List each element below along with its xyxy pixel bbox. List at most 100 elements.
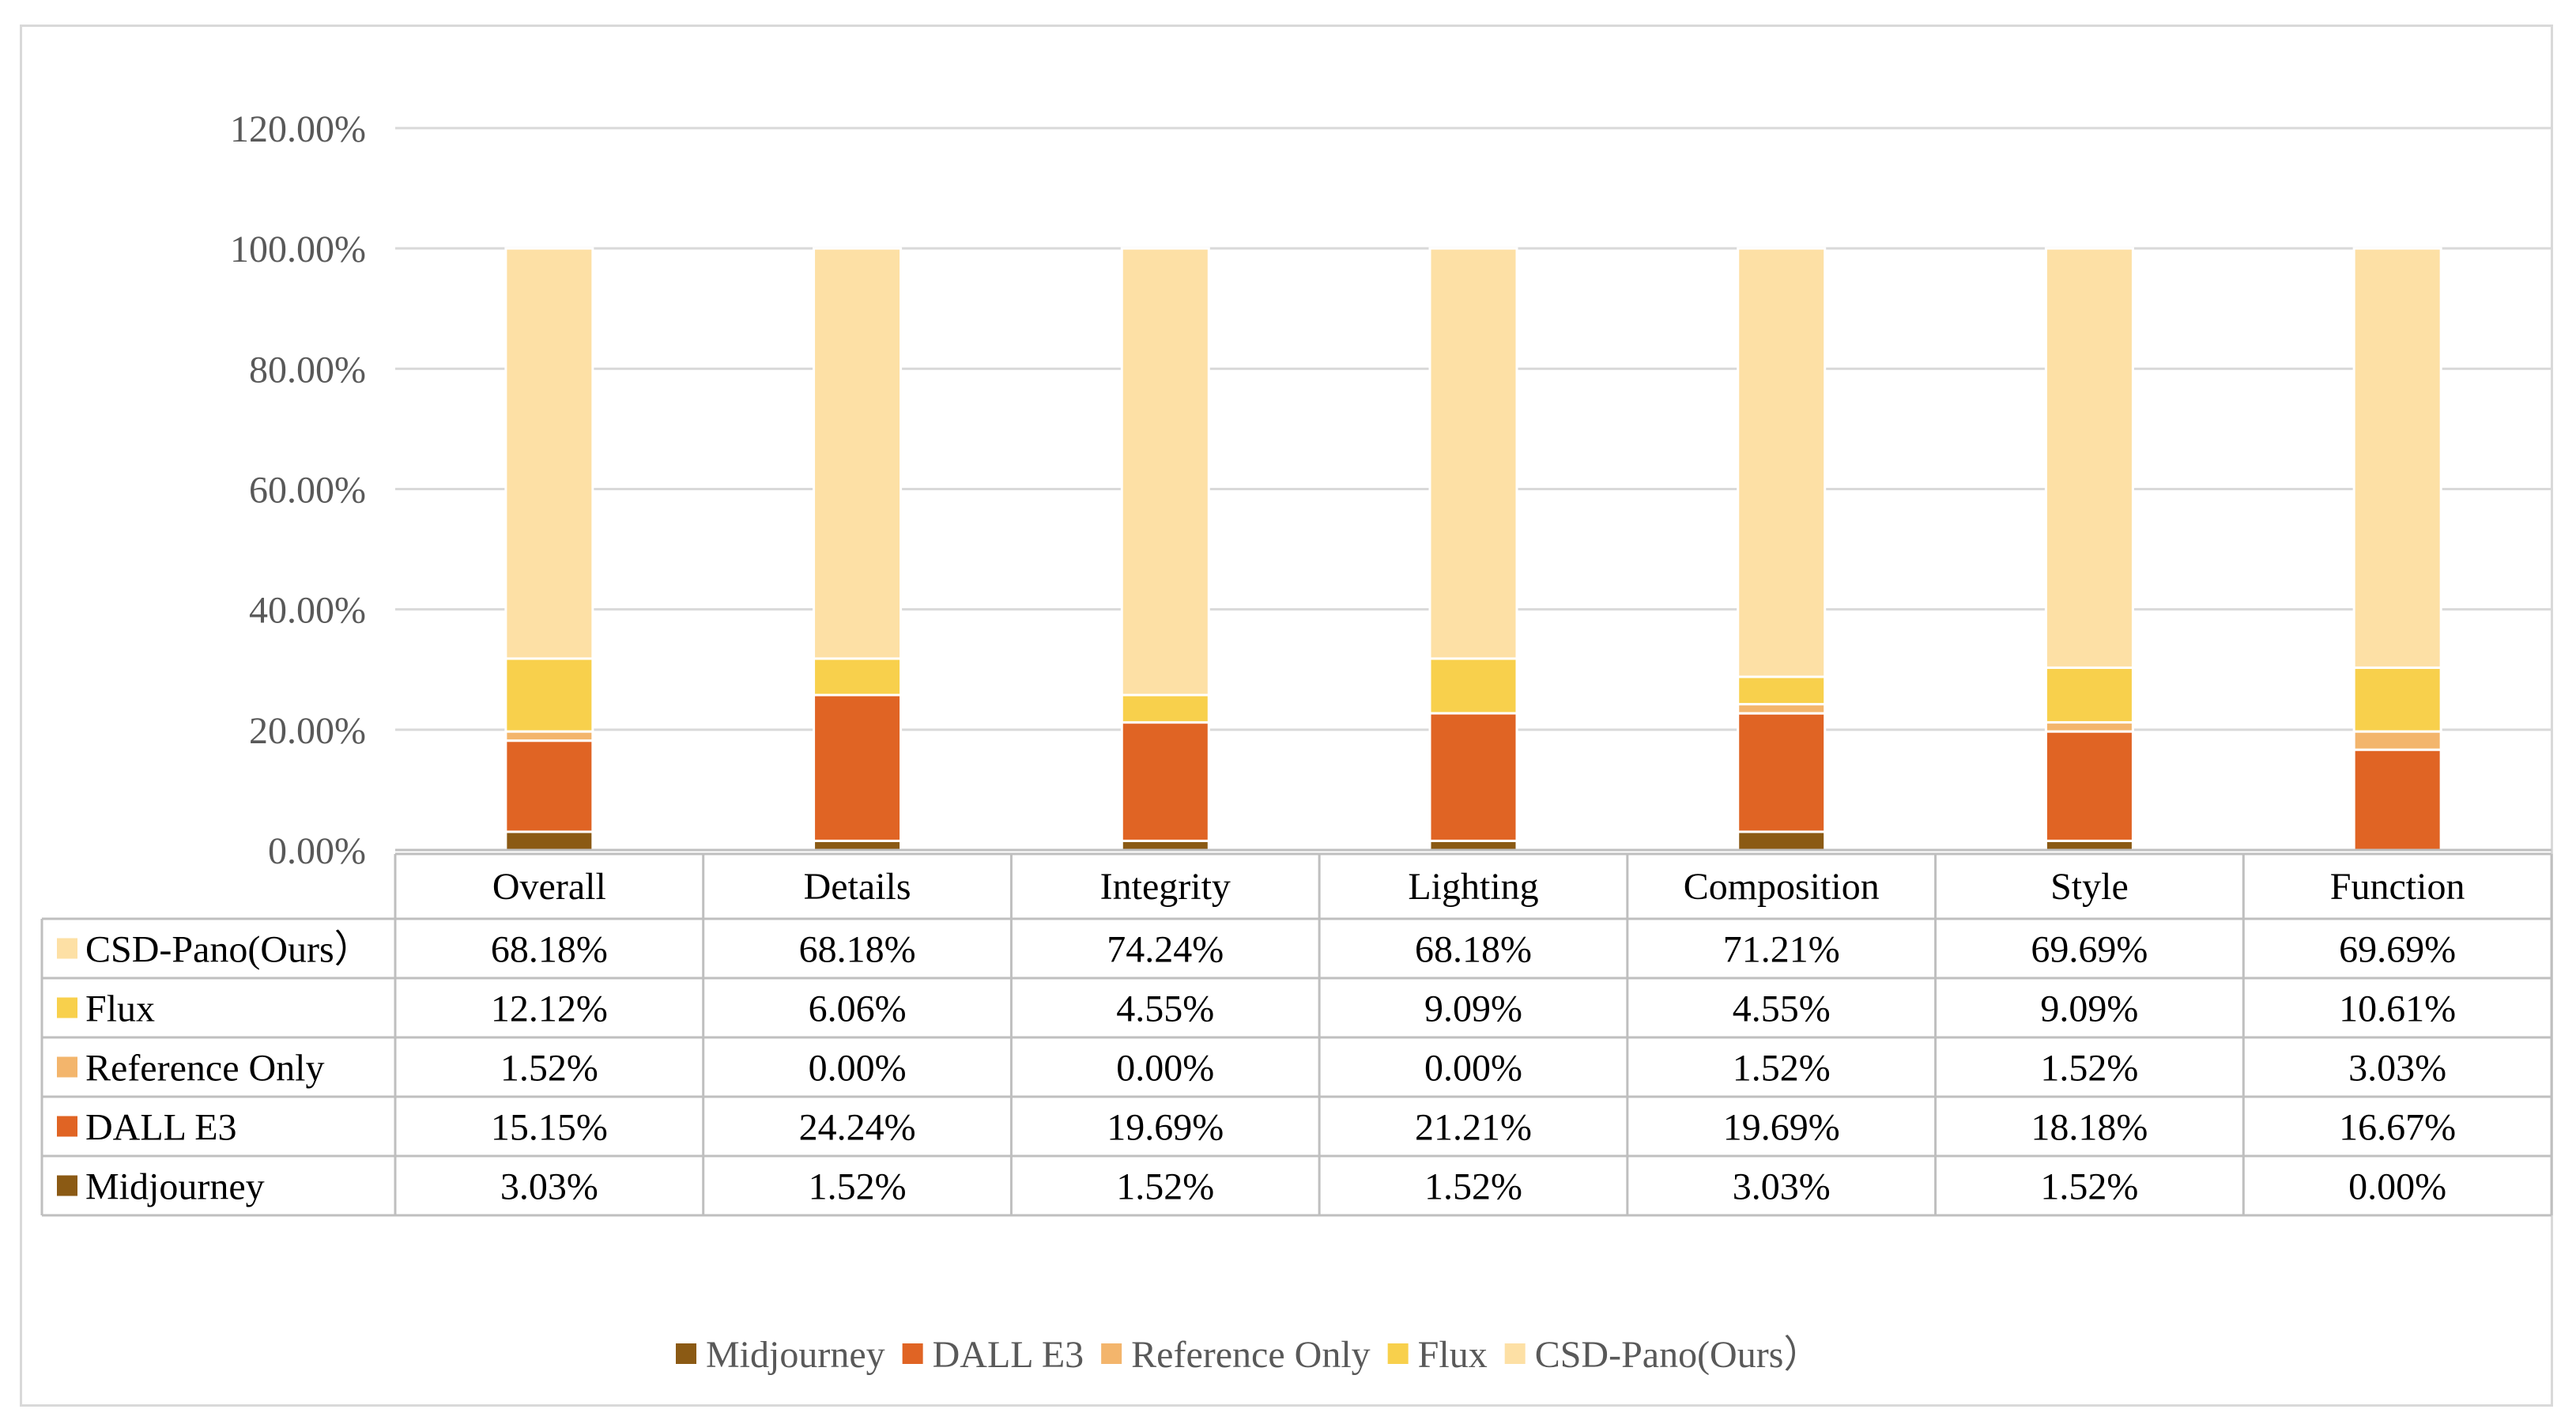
data-label: 18.18% [2031,1107,2148,1149]
table-legend-key [57,1116,77,1137]
legend-label: CSD-Pano(Ours） [1535,1334,1822,1376]
bar-segment-reference-only-function [2352,730,2442,751]
x-category-label: Composition [1684,866,1880,908]
table-row-label: Midjourney [85,1166,265,1208]
legend-label: Midjourney [706,1334,885,1376]
data-label: 9.09% [2040,988,2138,1030]
data-label: 1.52% [1733,1048,1831,1090]
data-label: 1.52% [2040,1166,2138,1208]
y-tick-label: 100.00% [230,229,366,270]
bar-segment-reference-only-style [2044,721,2134,733]
data-label: 0.00% [1424,1048,1522,1090]
y-tick-label: 20.00% [249,710,366,752]
bar-segment-dall-e3-composition [1737,712,1827,833]
data-label: 4.55% [1733,988,1831,1030]
bar-segment-csd-pano-ours-details [813,247,903,660]
table-row-label: Reference Only [85,1048,325,1090]
bar-segment-midjourney-lighting [1428,839,1518,852]
bar-segment-flux-lighting [1428,657,1518,715]
data-label: 0.00% [809,1048,907,1090]
table-legend-key [57,997,77,1018]
bar-segment-dall-e3-style [2044,730,2134,842]
y-tick-label: 120.00% [230,108,366,150]
data-label: 1.52% [2040,1048,2138,1090]
bar-segment-flux-integrity [1120,693,1210,724]
bar-segment-csd-pano-ours-function [2352,247,2442,669]
bar-segment-flux-function [2352,666,2442,733]
bar-segment-dall-e3-lighting [1428,712,1518,842]
data-label: 1.52% [1116,1166,1214,1208]
data-label: 19.69% [1107,1107,1224,1149]
legend-key [676,1343,696,1364]
data-label: 1.52% [809,1166,907,1208]
legend-label: Flux [1418,1334,1488,1376]
y-tick-label: 60.00% [249,470,366,512]
legend-key [1504,1343,1526,1364]
bar-segment-reference-only-composition [1737,703,1827,715]
data-label: 71.21% [1723,929,1840,971]
bar-segment-midjourney-composition [1737,830,1827,852]
data-label: 69.69% [2339,929,2456,971]
table-row-label: CSD-Pano(Ours） [85,929,372,971]
bar-segment-dall-e3-overall [504,739,594,833]
bar-segment-csd-pano-ours-integrity [1120,247,1210,697]
data-label: 16.67% [2339,1107,2456,1149]
bar-segment-dall-e3-function [2352,748,2442,852]
x-category-label: Lighting [1408,866,1538,908]
legend-key [902,1343,923,1364]
bar-segment-midjourney-overall [504,830,594,852]
bar-segment-flux-composition [1737,675,1827,706]
data-label: 6.06% [809,988,907,1030]
bar-segment-midjourney-integrity [1120,839,1210,852]
x-category-label: Details [804,866,911,908]
data-label: 3.03% [1733,1166,1831,1208]
data-label: 12.12% [491,988,608,1030]
data-label: 19.69% [1723,1107,1840,1149]
data-label: 15.15% [491,1107,608,1149]
data-label: 0.00% [2348,1166,2446,1208]
y-tick-label: 0.00% [268,830,366,872]
table-legend-key [57,1056,77,1078]
y-tick-label: 40.00% [249,590,366,632]
legend-label: DALL E3 [933,1334,1084,1376]
legend-key [1101,1343,1122,1364]
data-label: 68.18% [491,929,608,971]
legend-key [1387,1343,1409,1364]
bar-segment-csd-pano-ours-composition [1737,247,1827,678]
x-category-label: Overall [492,866,606,908]
table-legend-key [57,938,77,959]
y-tick-label: 80.00% [249,349,366,391]
data-label: 21.21% [1415,1107,1532,1149]
legend-label: Reference Only [1131,1334,1371,1376]
data-label: 3.03% [2348,1048,2446,1090]
bar-segment-flux-details [813,657,903,697]
bar-segment-csd-pano-ours-overall [504,247,594,660]
x-category-label: Style [2050,866,2129,908]
data-label: 68.18% [799,929,916,971]
data-label: 10.61% [2339,988,2456,1030]
bar-segment-dall-e3-details [813,693,903,842]
bar-segment-reference-only-overall [504,730,594,742]
bar-segment-midjourney-details [813,839,903,852]
table-row-label: DALL E3 [85,1107,237,1149]
data-label: 69.69% [2031,929,2148,971]
table-legend-key [57,1175,77,1196]
data-label: 3.03% [500,1166,598,1208]
data-label: 0.00% [1116,1048,1214,1090]
data-label: 9.09% [1424,988,1522,1030]
bar-segment-dall-e3-integrity [1120,721,1210,842]
bar-segment-flux-style [2044,666,2134,724]
data-label: 74.24% [1107,929,1224,971]
bar-segment-csd-pano-ours-lighting [1428,247,1518,660]
bar-segment-csd-pano-ours-style [2044,247,2134,669]
data-label: 1.52% [1424,1166,1522,1208]
bar-segment-flux-overall [504,657,594,733]
x-category-label: Integrity [1100,866,1231,908]
table-row-label: Flux [85,988,155,1030]
data-label: 68.18% [1415,929,1532,971]
bar-segment-midjourney-style [2044,839,2134,852]
data-label: 4.55% [1116,988,1214,1030]
data-label: 24.24% [799,1107,916,1149]
data-label: 1.52% [500,1048,598,1090]
